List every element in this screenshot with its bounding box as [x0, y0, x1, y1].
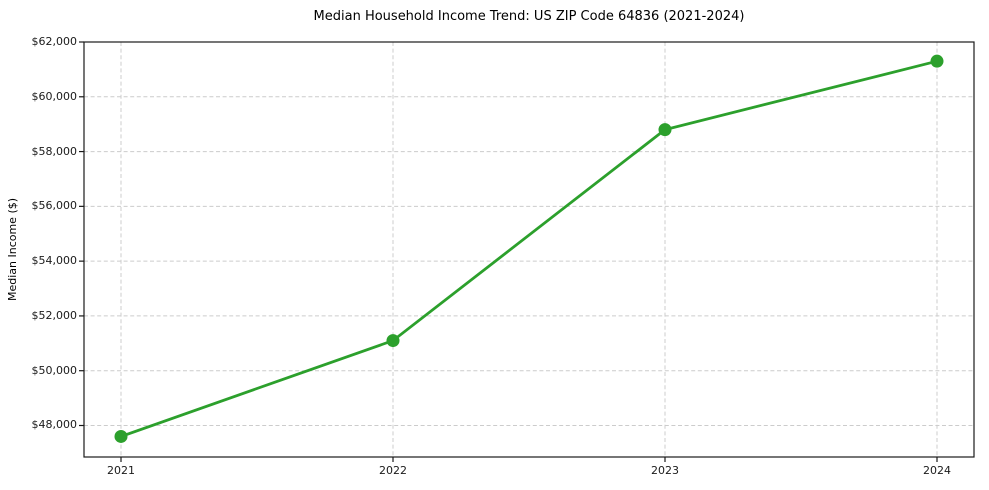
data-line — [119, 59, 939, 438]
y-tick-label: $60,000 — [31, 89, 78, 103]
y-tick-label: $58,000 — [31, 144, 78, 158]
y-tick-label: $50,000 — [31, 363, 78, 377]
y-tick-label: $54,000 — [31, 254, 78, 268]
x-tick-label: 2022 — [379, 464, 407, 477]
y-tick-label: $48,000 — [31, 418, 78, 432]
data-point-marker — [658, 123, 672, 137]
plot-border — [83, 41, 975, 458]
x-tick-label: 2024 — [923, 464, 951, 477]
data-point-marker — [114, 429, 128, 443]
x-tick-label: 2021 — [107, 464, 135, 477]
x-tick-label: 2023 — [651, 464, 679, 477]
y-tick-label: $52,000 — [31, 308, 78, 322]
chart-title: Median Household Income Trend: US ZIP Co… — [313, 9, 745, 24]
data-point-marker — [930, 54, 944, 68]
y-tick-label: $56,000 — [31, 199, 78, 213]
data-point-marker — [386, 334, 400, 348]
y-tick-label: $62,000 — [31, 35, 78, 48]
